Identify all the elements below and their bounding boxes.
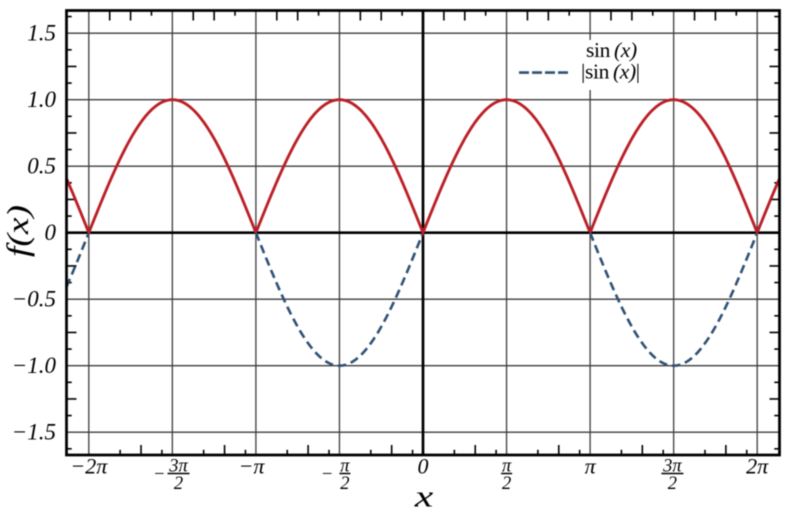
svg-text:sin (x): sin (x) [586, 38, 637, 62]
svg-text:3π: 3π [662, 456, 682, 476]
svg-text:2π: 2π [746, 454, 769, 479]
svg-text:π: π [502, 456, 512, 476]
svg-text:−2π: −2π [70, 454, 108, 479]
svg-text:2: 2 [174, 474, 183, 494]
svg-text:0: 0 [45, 220, 57, 245]
svg-text:0.5: 0.5 [27, 154, 56, 179]
svg-text:0: 0 [418, 454, 429, 479]
svg-text:π: π [340, 456, 350, 476]
svg-text:π: π [585, 454, 597, 479]
svg-text:−1.0: −1.0 [12, 353, 57, 378]
svg-text:f(x): f(x) [0, 205, 35, 257]
svg-text:1.5: 1.5 [27, 21, 56, 46]
svg-text:−0.5: −0.5 [12, 287, 56, 312]
svg-text:3π: 3π [168, 456, 188, 476]
svg-text:−π: −π [239, 454, 266, 479]
svg-text:−1.5: −1.5 [12, 420, 56, 445]
svg-text:1.0: 1.0 [27, 87, 56, 112]
svg-text:−: − [321, 464, 333, 484]
svg-text:|sin (x)|: |sin (x)| [581, 60, 640, 84]
svg-text:x: x [413, 479, 433, 512]
svg-text:2: 2 [340, 474, 349, 494]
svg-text:2: 2 [668, 474, 677, 494]
svg-text:2: 2 [502, 474, 511, 494]
svg-text:−: − [153, 464, 165, 484]
